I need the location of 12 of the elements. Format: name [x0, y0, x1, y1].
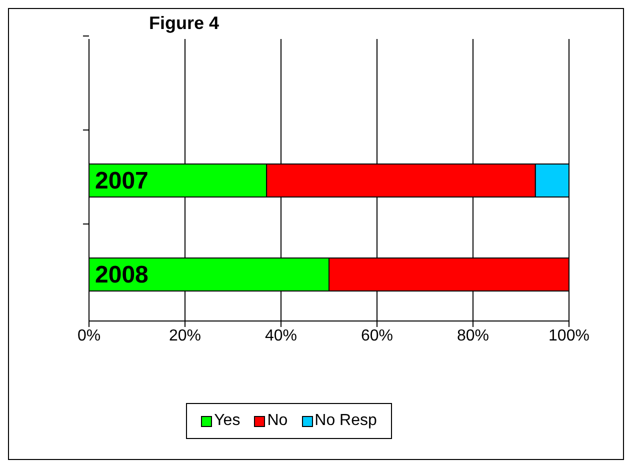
- legend-label: No Resp: [314, 412, 377, 430]
- y-tick-label: 2008: [95, 261, 148, 288]
- x-tick-label: 40%: [264, 327, 298, 344]
- x-tick-label: 100%: [548, 327, 590, 344]
- x-tick-label: 0%: [77, 327, 101, 344]
- x-tick-label: 80%: [456, 327, 490, 344]
- y-tick-label: 2007: [95, 167, 148, 194]
- x-tick-label: 60%: [360, 327, 394, 344]
- legend-label: Yes: [213, 412, 240, 430]
- chart-title: Figure 4: [149, 13, 220, 34]
- x-tick-label: 20%: [168, 327, 202, 344]
- legend-label: No: [266, 412, 288, 430]
